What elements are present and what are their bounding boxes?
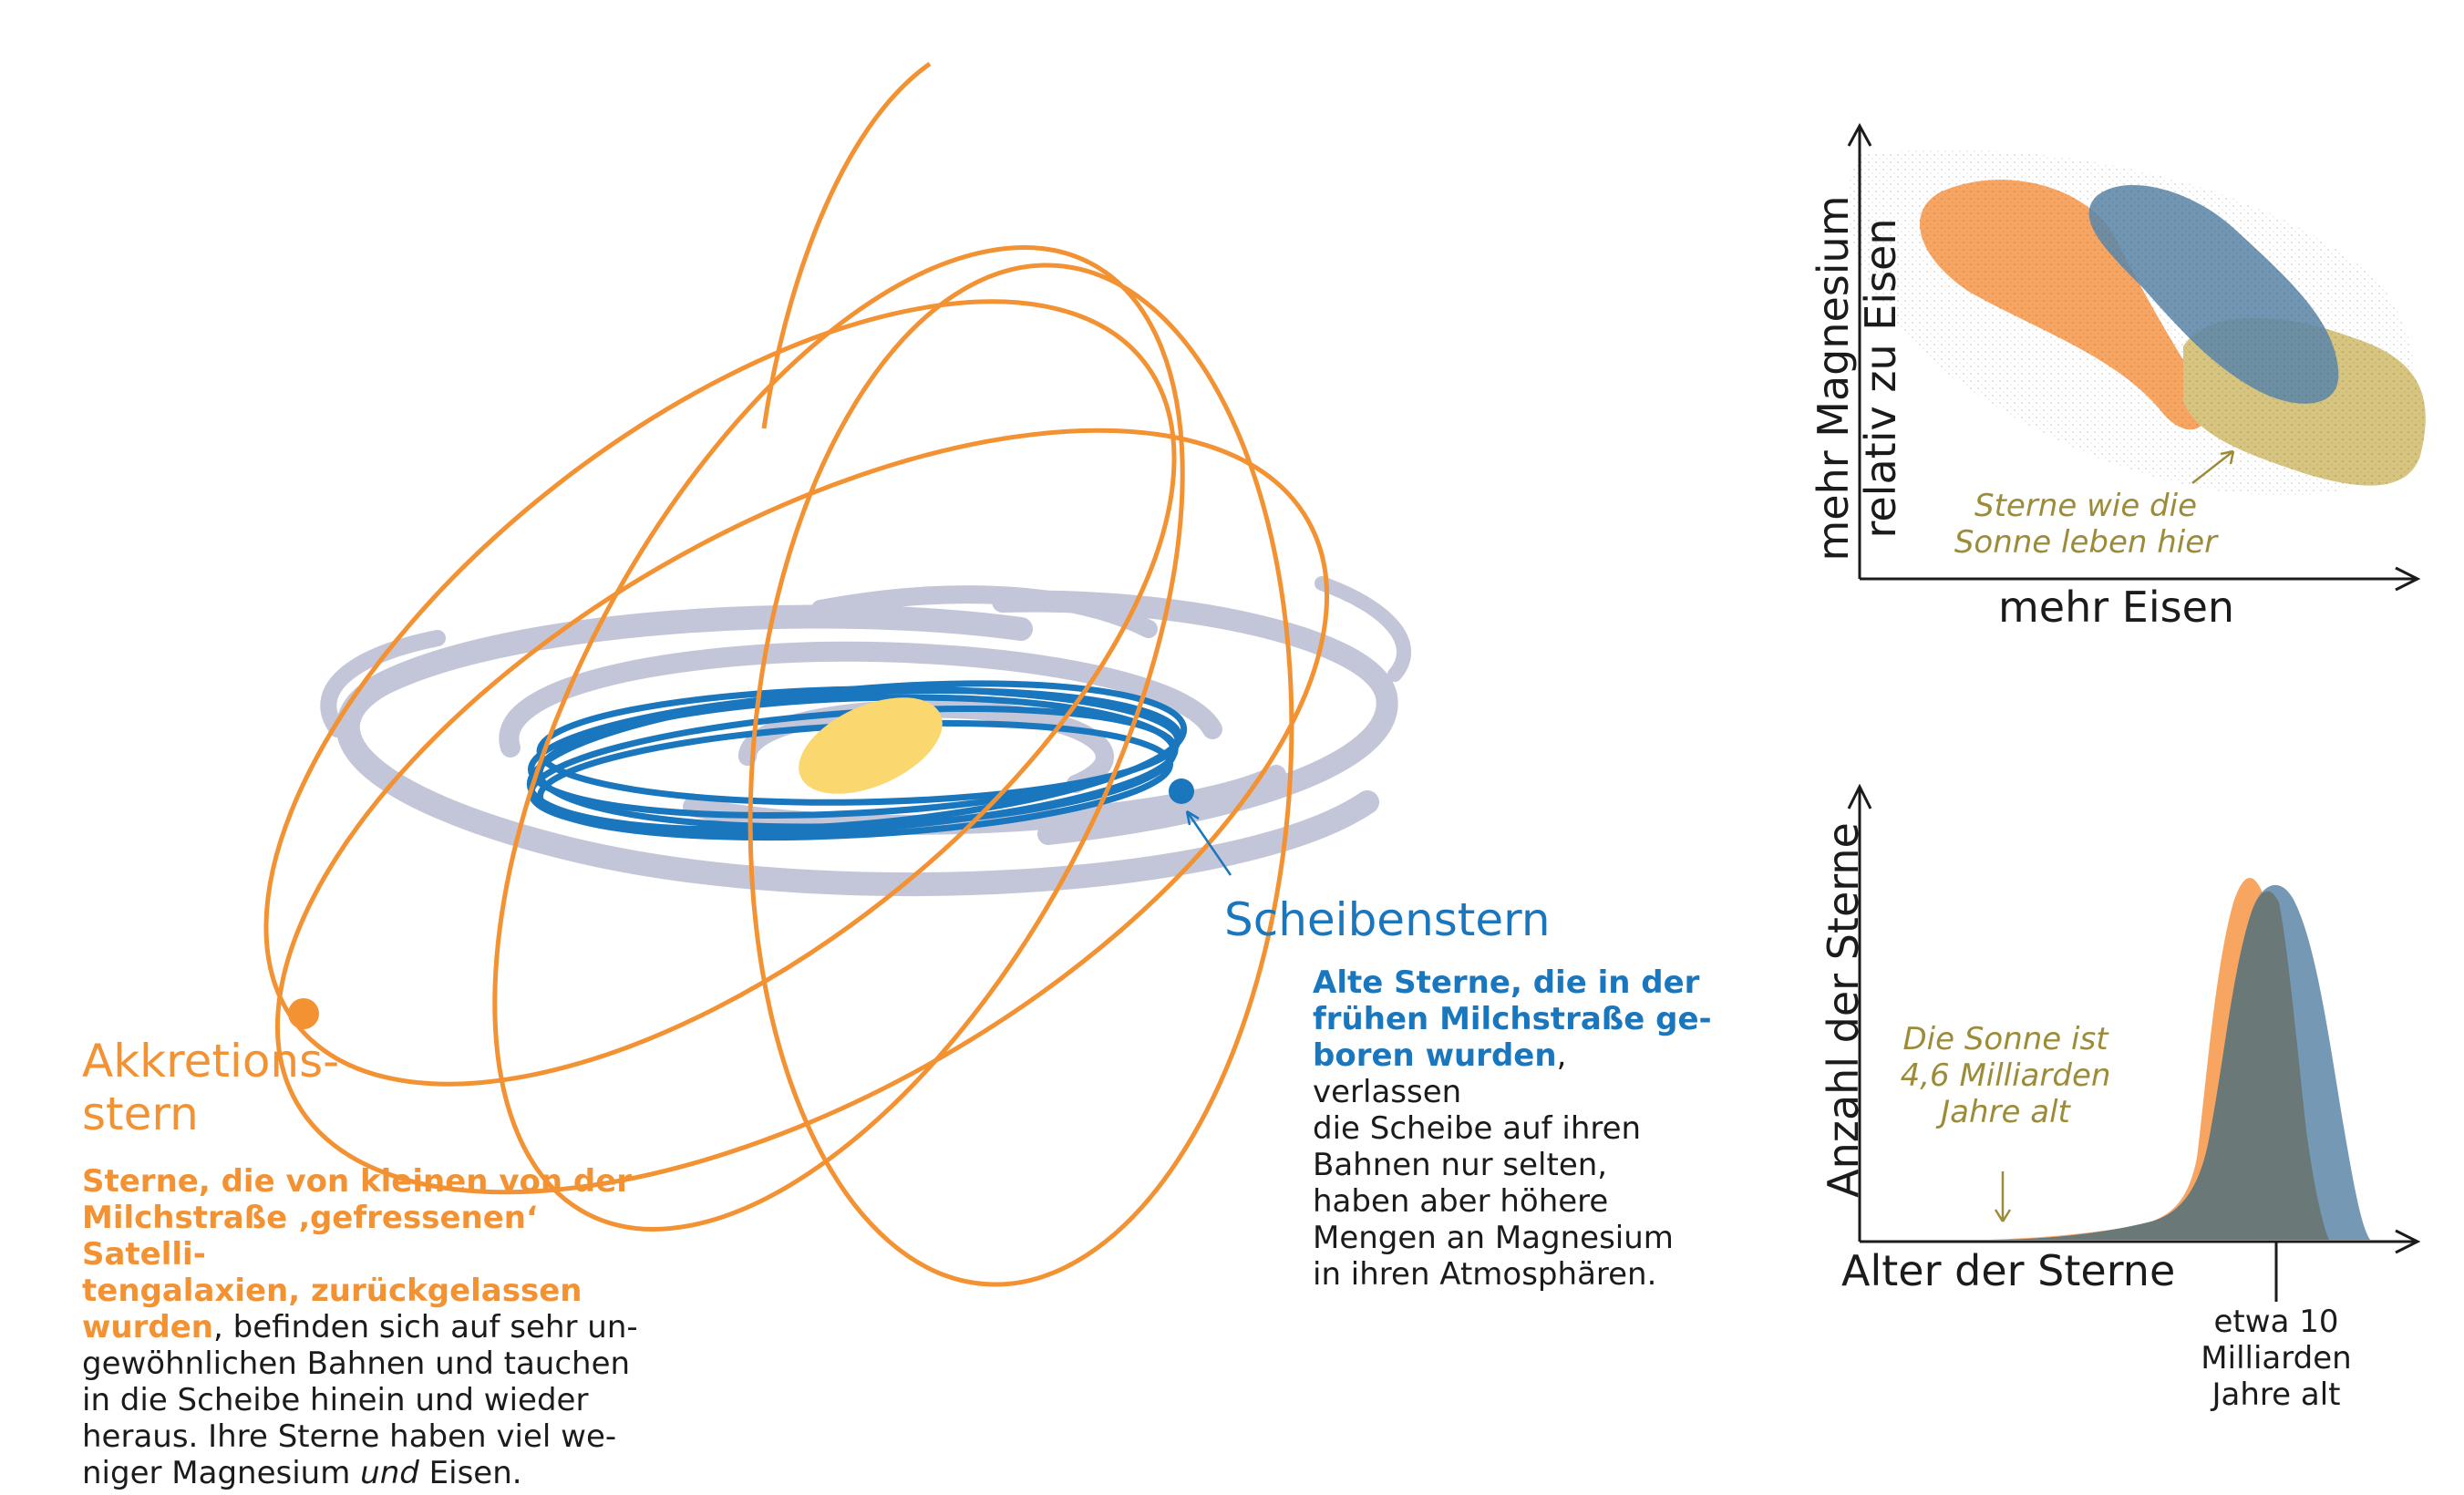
age-tick-line: etwa 10 bbox=[2213, 1304, 2339, 1340]
accretion-desc-line: tengalaxien, zurückgelassen bbox=[82, 1273, 582, 1309]
accretion-star-title: Akkretions- stern bbox=[82, 1035, 339, 1140]
disk-star-pointer bbox=[1185, 810, 1232, 876]
disk-star-marker bbox=[1169, 778, 1194, 804]
disk-star-desc-line: Alte Sterne, die in der bbox=[1313, 964, 1700, 1001]
scatter-xlabel: mehr Eisen bbox=[1998, 583, 2235, 632]
scatter-ylabel-line: mehr Magnesium bbox=[1809, 195, 1858, 562]
age-xlabel: Alter der Sterne bbox=[1841, 1246, 2176, 1295]
age-overlap bbox=[2005, 891, 2329, 1240]
galactic-bulge bbox=[799, 697, 943, 794]
age-axes bbox=[1847, 783, 2421, 1302]
disk-arm-left bbox=[320, 630, 446, 737]
accretion-desc-rest: , befinden sich auf sehr un- bbox=[213, 1309, 638, 1346]
age-tick-label: etwa 10 Milliarden Jahre alt bbox=[2149, 1304, 2404, 1413]
disk-arm-top bbox=[811, 585, 1158, 638]
disk-star-desc-line: boren wurden, verlassen bbox=[1313, 1037, 1714, 1110]
sun-like-annotation: Sterne wie die Sonne leben hier bbox=[1931, 488, 2241, 561]
scatter-ylabel-line: relativ zu Eisen bbox=[1856, 218, 1905, 539]
age-tick-line: Milliarden bbox=[2201, 1340, 2352, 1376]
age-tick-line: Jahre alt bbox=[2211, 1376, 2341, 1413]
sun-age-annotation: Die Sonne ist 4,6 Milliarden Jahre alt bbox=[1860, 1021, 2151, 1130]
accretion-desc-post: Eisen. bbox=[418, 1455, 522, 1491]
disk-star-desc-line: in ihren Atmosphären. bbox=[1313, 1256, 1657, 1293]
disk-star-desc-line: haben aber höhere bbox=[1313, 1183, 1609, 1220]
disk-star-desc-bold: boren wurden bbox=[1313, 1037, 1557, 1074]
accretion-desc-line: in die Scheibe hinein und wieder bbox=[82, 1382, 589, 1418]
disk-arm-upper bbox=[992, 590, 1398, 845]
scatter-ylabel: mehr Magnesium relativ zu Eisen bbox=[1809, 114, 1919, 643]
sun-like-pointer bbox=[2191, 449, 2235, 484]
sun-age-annotation-line: Die Sonne ist bbox=[1902, 1021, 2108, 1057]
disk-star-desc-rest: , verlassen bbox=[1313, 1037, 1567, 1110]
accretion-desc-line: wurden, befinden sich auf sehr un- bbox=[82, 1309, 665, 1346]
accretion-desc-line: Sterne, die von kleinen von der bbox=[82, 1163, 633, 1200]
accretion-title-line: Akkretions- bbox=[82, 1035, 340, 1088]
accretion-desc-line: Milchstraße ‚gefressenen‘ Satelli- bbox=[82, 1200, 538, 1273]
sun-like-annotation-line: Sonne leben hier bbox=[1954, 524, 2218, 561]
disk-arm-outer bbox=[335, 604, 1379, 897]
disk-star-desc-line: Bahnen nur selten, bbox=[1313, 1147, 1608, 1183]
age-ylabel: Anzahl der Sterne bbox=[1819, 822, 1868, 1198]
accretion-desc-pre: niger Magnesium bbox=[82, 1455, 361, 1491]
accretion-desc-line: heraus. Ihre Sterne haben viel we- bbox=[82, 1418, 617, 1455]
accretion-desc-line: gewöhnlichen Bahnen und tauchen bbox=[82, 1346, 631, 1382]
disk-star-description: Alte Sterne, die in der frühen Milchstra… bbox=[1313, 964, 1714, 1293]
accretion-desc-bold: wurden bbox=[82, 1309, 213, 1346]
sun-like-annotation-line: Sterne wie die bbox=[1974, 488, 2197, 524]
accretion-star-marker bbox=[288, 998, 319, 1029]
disk-star-desc-line: die Scheibe auf ihren bbox=[1313, 1110, 1642, 1147]
disk-star-orbit bbox=[526, 680, 1188, 841]
scatter-axes bbox=[1847, 122, 2421, 592]
accretion-desc-line: niger Magnesium und Eisen. bbox=[82, 1455, 665, 1491]
accretion-star-description: Sterne, die von kleinen von der Milchstr… bbox=[82, 1163, 665, 1491]
disk-star-desc-line: frühen Milchstraße ge- bbox=[1313, 1001, 1712, 1037]
disk-arm-small bbox=[1314, 576, 1412, 682]
sun-age-pointer bbox=[1994, 1171, 2012, 1222]
disk-star-title: Scheibenstern bbox=[1224, 893, 1551, 946]
accretion-star-orbit bbox=[263, 61, 1330, 1287]
accretion-title-line: stern bbox=[82, 1088, 199, 1140]
sun-age-annotation-line: Jahre alt bbox=[1941, 1094, 2070, 1130]
accretion-desc-italic: und bbox=[360, 1455, 419, 1491]
disk-star-desc-line: Mengen an Magnesium bbox=[1313, 1220, 1674, 1256]
sun-age-annotation-line: 4,6 Milliarden bbox=[1900, 1057, 2111, 1094]
